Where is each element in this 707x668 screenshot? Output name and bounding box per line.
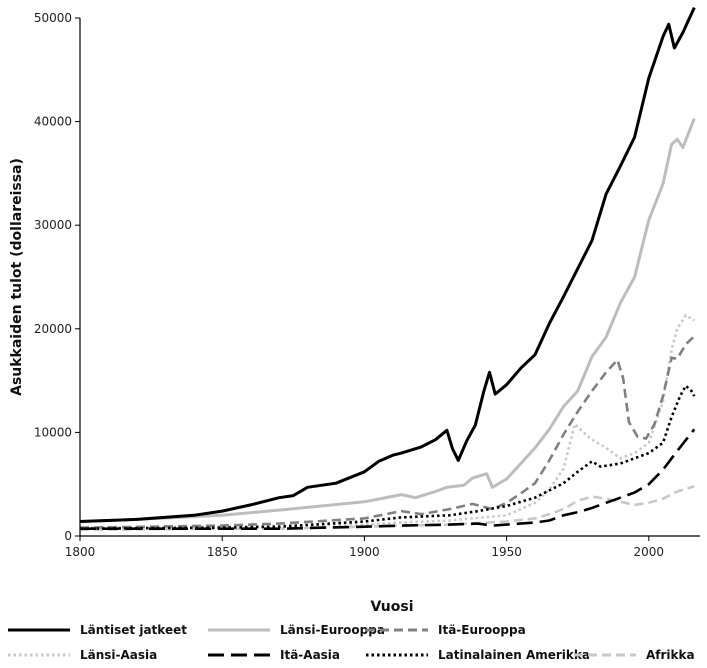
x-tick-label: 2000	[634, 545, 665, 559]
legend-label: Afrikka	[646, 648, 695, 662]
legend-label: Latinalainen Amerikka	[438, 648, 590, 662]
legend-label: Itä-Eurooppa	[438, 623, 526, 637]
y-tick-label: 40000	[34, 115, 72, 129]
plot-lines	[79, 6, 696, 532]
y-tick-label: 20000	[34, 322, 72, 336]
series-line-2	[79, 117, 696, 523]
y-tick-label: 0	[64, 529, 72, 543]
legend-label: Läntiset jatkeet	[80, 623, 187, 637]
x-tick-label: 1900	[349, 545, 380, 559]
x-axis-title: Vuosi	[370, 599, 413, 615]
x-tick-label: 1800	[65, 545, 96, 559]
y-axis-title: Asukkaiden tulot (dollareissa)	[9, 158, 25, 396]
y-tick-label: 10000	[34, 425, 72, 439]
series-line-1	[79, 6, 696, 523]
legend-label: Länsi-Eurooppa	[280, 623, 385, 637]
legend-label: Länsi-Aasia	[80, 648, 157, 662]
x-tick-label: 1850	[207, 545, 238, 559]
series-line-5	[80, 428, 696, 530]
y-tick-label: 50000	[34, 11, 72, 25]
series-line-6	[79, 384, 696, 530]
y-tick-label: 30000	[34, 218, 72, 232]
legend: Läntiset jatkeet Länsi-Eurooppa Itä-Euroop…	[8, 623, 695, 662]
axes: 0 10000 20000 30000 40000 50000 1800 1850 1900 19…	[34, 11, 700, 559]
series-line-3	[79, 335, 696, 529]
legend-label: Itä-Aasia	[280, 648, 340, 662]
x-tick-label: 1950	[491, 545, 522, 559]
series-line-4	[79, 314, 695, 529]
series-line-7	[79, 485, 695, 532]
